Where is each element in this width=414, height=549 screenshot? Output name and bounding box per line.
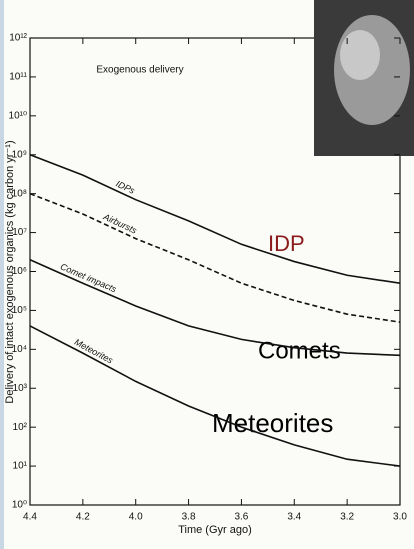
y-tick-label: 10⁰ [12,500,27,511]
y-tick-label: 10³ [13,383,28,394]
x-tick-label: 3.4 [287,512,301,523]
y-tick-label: 10¹⁰ [9,110,27,121]
photo-inset [314,0,414,156]
x-tick-label: 3.6 [234,512,248,523]
y-tick-label: 10⁸ [12,188,27,199]
overlay-label: IDP [268,231,305,256]
y-tick-label: 10¹² [9,33,27,44]
x-tick-label: 3.0 [393,512,407,523]
y-tick-label: 10⁵ [12,305,27,316]
y-tick-label: 10¹¹ [9,72,27,83]
x-tick-label: 4.0 [129,512,143,523]
y-tick-label: 10² [13,422,28,433]
x-tick-label: 3.8 [182,512,196,523]
annotation: Exogenous delivery [96,65,183,76]
x-tick-label: 4.2 [76,512,90,523]
page: {"chart_data":{"type":"line","annotation… [0,0,414,549]
chart: Exogenous delivery Delivery of intact ex… [0,0,414,549]
x-axis-label: Time (Gyr ago) [178,524,252,536]
y-tick-label: 10¹ [13,461,28,472]
y-tick-label: 10⁶ [12,266,27,277]
y-tick-label: 10⁷ [12,227,27,238]
x-tick-label: 4.4 [23,512,37,523]
x-tick-label: 3.2 [340,512,354,523]
y-tick-label: 10⁹ [12,149,27,160]
y-tick-label: 10⁴ [12,344,27,355]
